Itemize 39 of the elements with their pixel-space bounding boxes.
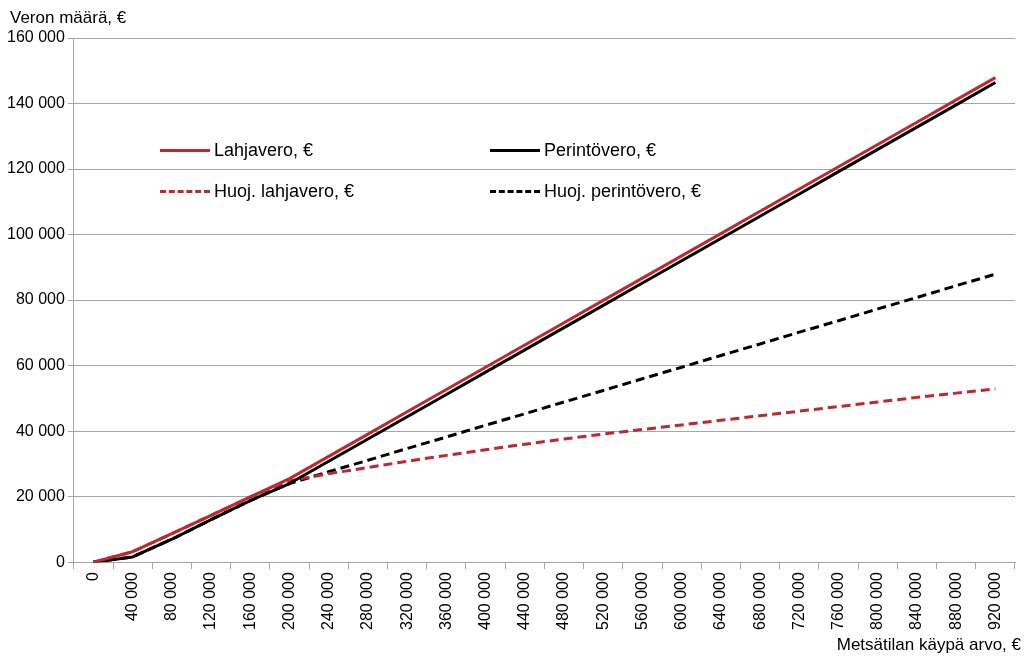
x-tick-label: 240 000 (319, 572, 337, 631)
x-tick-label: 840 000 (907, 572, 925, 631)
y-tick-label: 140 000 (6, 93, 65, 111)
x-tick-label: 880 000 (946, 572, 964, 631)
x-tick-label: 520 000 (593, 572, 611, 631)
legend-label: Lahjavero, € (214, 140, 314, 161)
x-tick-label: 120 000 (201, 572, 219, 631)
y-tick-label: 160 000 (6, 28, 65, 46)
y-tick-label: 80 000 (15, 290, 65, 308)
y-tick-label: 0 (55, 552, 65, 570)
y-tick-label: 120 000 (6, 159, 65, 177)
x-tick-label: 40 000 (123, 572, 141, 622)
x-tick-label: 360 000 (436, 572, 454, 631)
y-axis-title: Veron määrä, € (10, 8, 127, 28)
x-tick-label: 760 000 (828, 572, 846, 631)
x-tick-label: 920 000 (985, 572, 1003, 631)
x-tick-label: 400 000 (476, 572, 493, 631)
x-tick-label: 640 000 (711, 572, 729, 631)
x-tick-label: 200 000 (279, 572, 297, 631)
x-tick-label: 600 000 (672, 572, 690, 631)
x-tick-label: 0 (83, 572, 101, 582)
legend-label: Huoj. lahjavero, € (214, 181, 355, 202)
x-tick-label: 480 000 (554, 572, 572, 631)
x-tick-label: 160 000 (240, 572, 258, 631)
x-tick-label: 440 000 (515, 572, 533, 631)
x-tick-label: 680 000 (750, 572, 768, 631)
y-tick-label: 40 000 (15, 421, 65, 439)
legend-label: Huoj. perintövero, € (544, 181, 702, 202)
legend-label: Perintövero, € (544, 140, 657, 161)
x-tick-label: 560 000 (632, 572, 650, 631)
x-axis-title: Metsätilan käypä arvo, € (836, 635, 1021, 655)
x-tick-label: 720 000 (789, 572, 807, 631)
x-tick-label: 80 000 (162, 572, 180, 622)
x-tick-label: 320 000 (397, 572, 415, 631)
y-tick-label: 60 000 (15, 356, 65, 374)
y-tick-label: 20 000 (15, 487, 65, 505)
y-tick-label: 100 000 (6, 224, 65, 242)
x-tick-label: 280 000 (358, 572, 376, 631)
x-tick-label: 800 000 (868, 572, 886, 631)
